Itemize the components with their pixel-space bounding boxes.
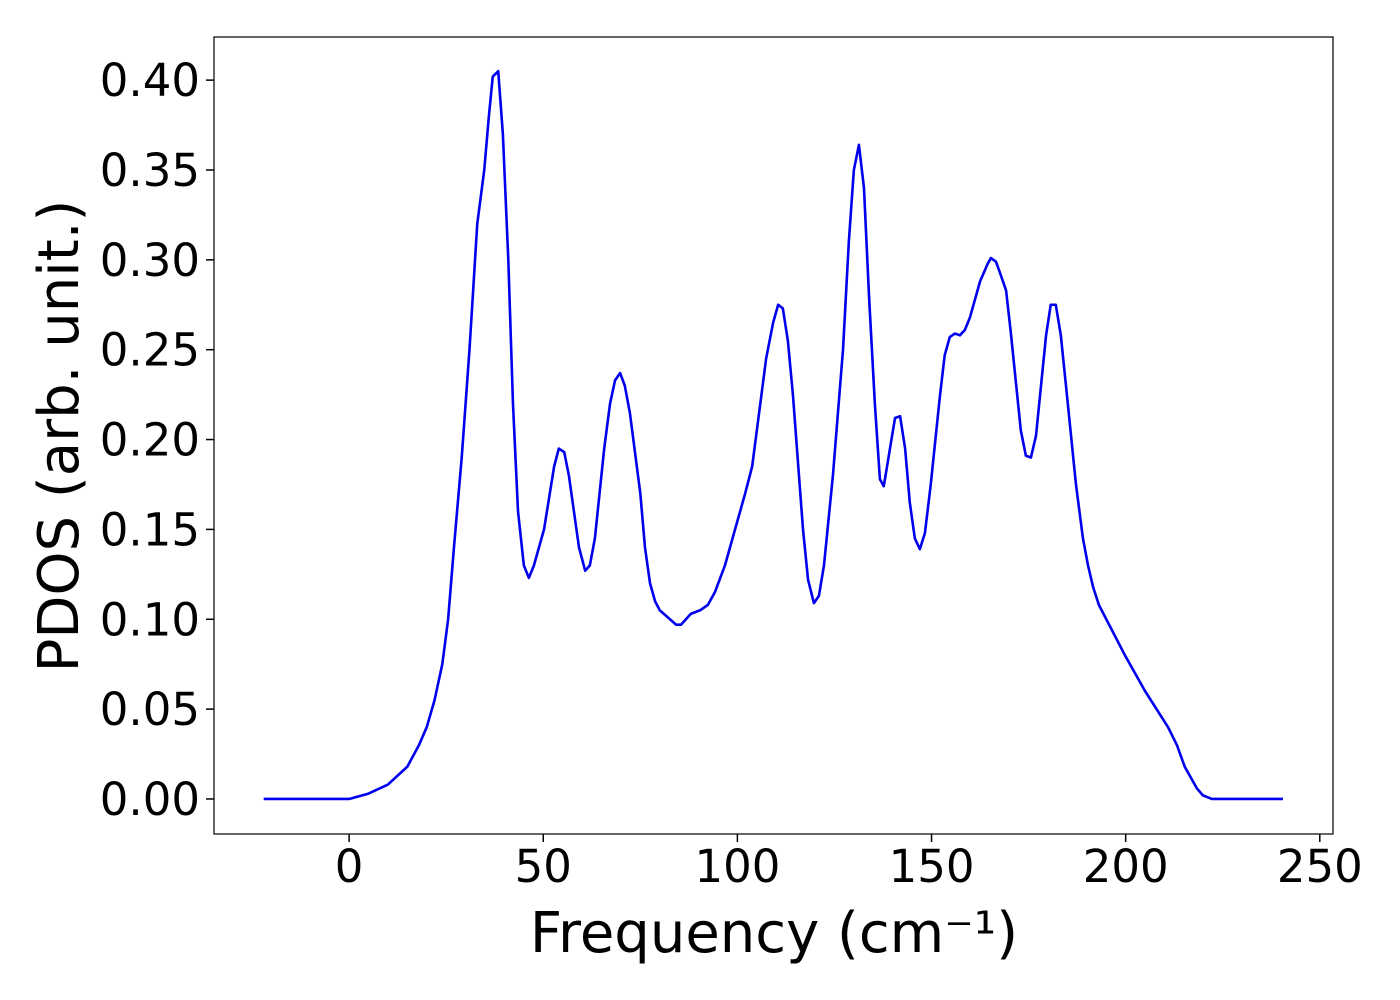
y-tick-label: 0.35 [100, 144, 200, 197]
y-tick-label: 0.40 [100, 54, 200, 107]
y-tick-label: 0.15 [100, 503, 200, 556]
x-tick-label: 50 [515, 840, 572, 893]
plot-frame [213, 36, 1334, 835]
x-axis-label: Frequency (cm⁻¹) [530, 901, 1018, 966]
x-tick-label: 150 [889, 840, 975, 893]
x-tick-label: 250 [1277, 840, 1363, 893]
y-tick-label: 0.05 [100, 683, 200, 736]
y-tick-label: 0.00 [100, 773, 200, 826]
y-tick-label: 0.25 [100, 324, 200, 377]
y-tick-label: 0.30 [100, 234, 200, 287]
y-axis-label: PDOS (arb. unit.) [27, 200, 92, 673]
x-tick-label: 100 [694, 840, 780, 893]
y-tick-label: 0.20 [100, 414, 200, 467]
x-tick-label: 0 [335, 840, 364, 893]
y-tick-label: 0.10 [100, 593, 200, 646]
x-tick-label: 200 [1083, 840, 1169, 893]
pdos-line [263, 69, 1283, 801]
